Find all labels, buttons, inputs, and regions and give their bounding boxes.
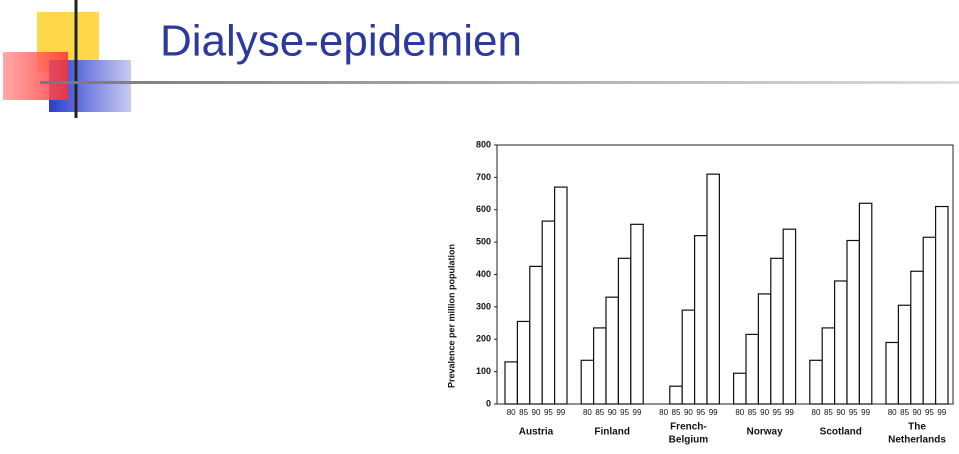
y-tick-label: 0 (486, 398, 491, 408)
group-label: Finland (594, 427, 630, 438)
y-tick-label: 500 (476, 237, 491, 247)
bar (681, 309, 696, 405)
bar (504, 361, 518, 405)
y-tick-label: 100 (476, 366, 491, 376)
y-tick-label: 800 (476, 139, 491, 149)
bar (910, 270, 924, 405)
bar (745, 333, 759, 405)
logo (3, 0, 131, 118)
x-tick-label: 99 (861, 408, 870, 417)
bar (592, 327, 607, 405)
x-tick-label: 85 (748, 408, 757, 417)
bar (858, 202, 873, 405)
y-tick-label: 300 (476, 301, 491, 311)
bar (529, 265, 543, 405)
y-tick-label: 200 (476, 334, 491, 344)
x-tick-label: 85 (672, 408, 681, 417)
bar (833, 280, 848, 405)
bar (732, 372, 747, 405)
group-label: French- (670, 422, 707, 433)
x-tick-label: 80 (735, 408, 744, 417)
x-tick-label: 99 (556, 408, 565, 417)
x-tick-label: 80 (659, 408, 668, 417)
group-label: Netherlands (888, 435, 946, 446)
bar (846, 239, 860, 405)
group-label: Austria (519, 427, 554, 438)
bar (885, 341, 899, 405)
bar (605, 296, 619, 405)
x-tick-label: 99 (633, 408, 642, 417)
bar (580, 359, 595, 405)
slide-title: Dialyse-epidemien (160, 17, 522, 66)
bar (553, 186, 568, 405)
bar (770, 257, 784, 405)
group-label: The (908, 422, 926, 433)
bar (922, 236, 937, 405)
x-tick-label: 85 (595, 408, 604, 417)
x-tick-label: 95 (696, 408, 705, 417)
x-tick-label: 80 (583, 408, 592, 417)
x-tick-label: 85 (824, 408, 833, 417)
x-tick-label: 99 (937, 408, 946, 417)
bar (782, 228, 797, 405)
bar (516, 320, 531, 405)
x-tick-label: 90 (608, 408, 617, 417)
bar (541, 220, 556, 405)
title-rule (40, 81, 959, 84)
bar (821, 327, 836, 405)
x-tick-label: 95 (773, 408, 782, 417)
x-tick-label: 85 (900, 408, 909, 417)
bar (693, 235, 708, 405)
x-tick-label: 99 (709, 408, 718, 417)
x-tick-label: 95 (925, 408, 934, 417)
bar (757, 293, 772, 405)
y-axis-label: Prevalence per million population (446, 244, 456, 388)
bar (809, 359, 823, 405)
x-tick-label: 95 (620, 408, 629, 417)
y-tick-label: 700 (476, 172, 491, 182)
bar (669, 385, 683, 405)
x-tick-label: 95 (849, 408, 858, 417)
group-label: Belgium (669, 435, 709, 446)
x-tick-label: 90 (836, 408, 845, 417)
bar (706, 173, 720, 405)
x-tick-label: 99 (785, 408, 794, 417)
x-tick-label: 95 (544, 408, 553, 417)
x-tick-label: 90 (760, 408, 769, 417)
bar (617, 257, 632, 405)
y-tick-label: 600 (476, 204, 491, 214)
group-label: Norway (747, 427, 784, 438)
y-tick-label: 400 (476, 269, 491, 279)
x-tick-label: 80 (812, 408, 821, 417)
group-label: Scotland (820, 427, 862, 438)
x-tick-label: 85 (519, 408, 528, 417)
x-tick-label: 80 (507, 408, 516, 417)
x-tick-label: 90 (913, 408, 922, 417)
x-tick-label: 80 (888, 408, 897, 417)
bar (630, 223, 644, 405)
bar (897, 304, 912, 405)
x-tick-label: 90 (532, 408, 541, 417)
x-tick-label: 90 (684, 408, 693, 417)
bar (934, 205, 949, 405)
